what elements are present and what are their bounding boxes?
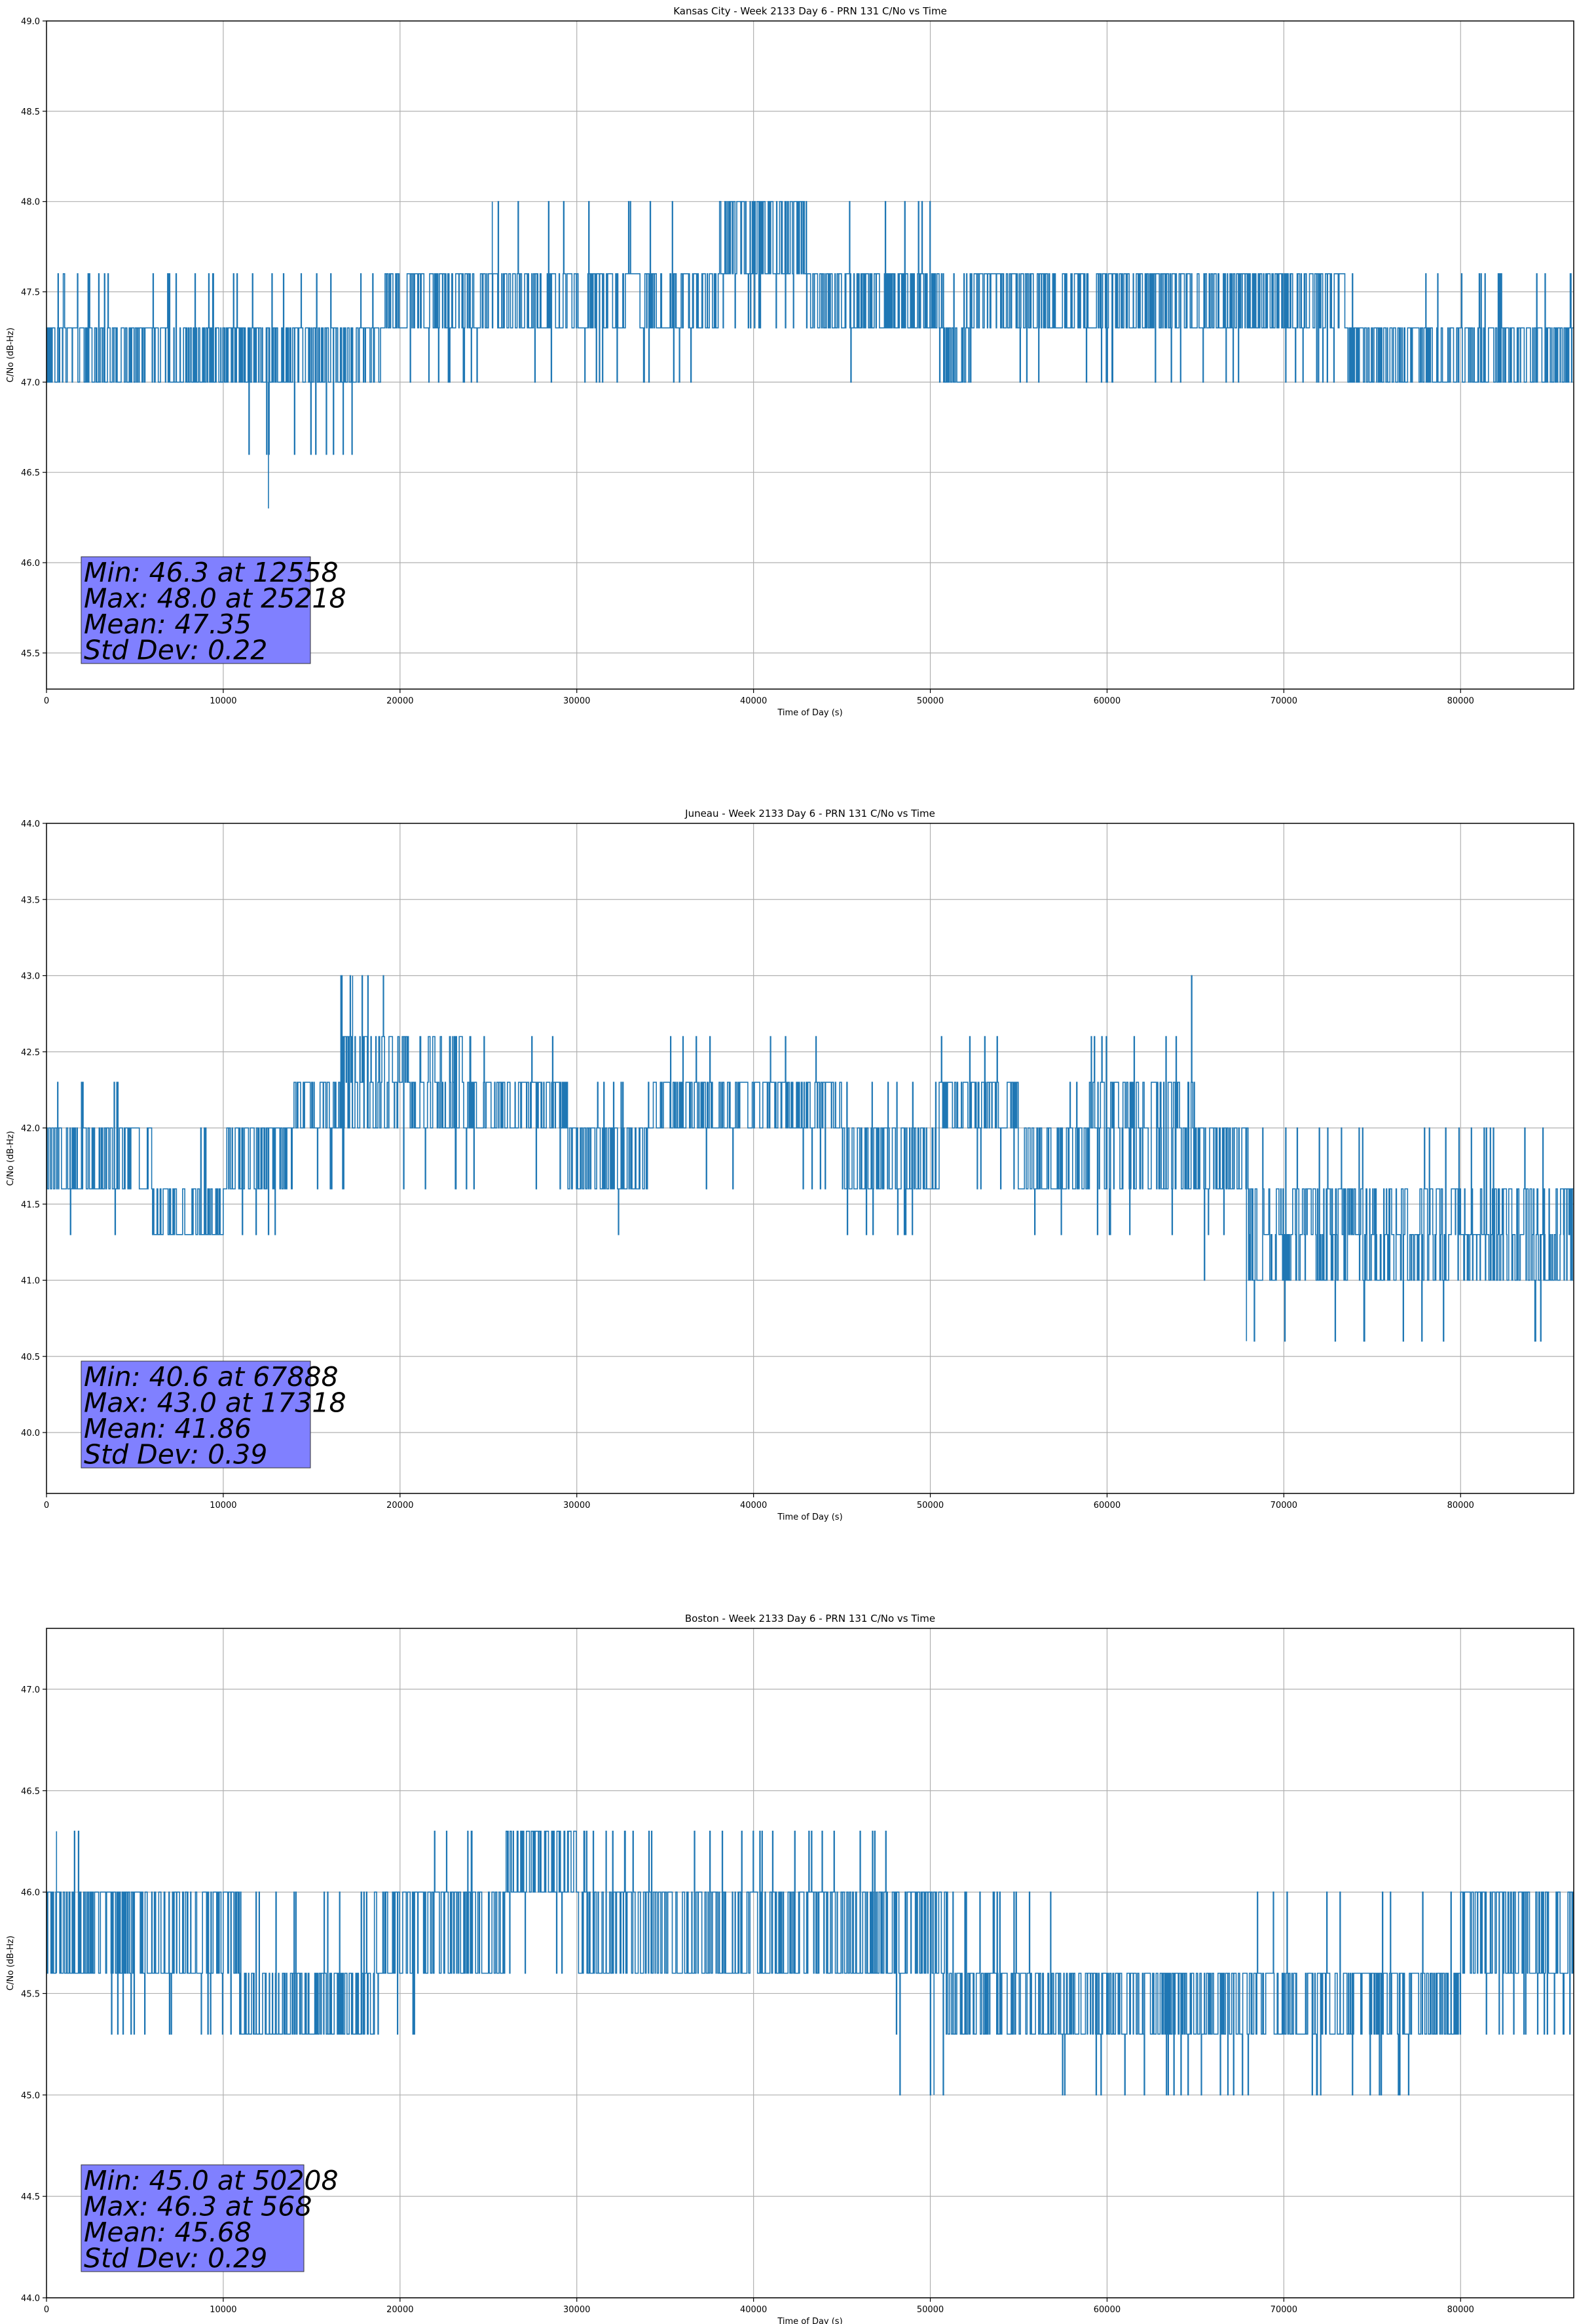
x-tick-label: 80000 bbox=[1447, 696, 1474, 706]
x-axis-label: Time of Day (s) bbox=[777, 2317, 842, 2324]
x-tick-label: 50000 bbox=[917, 1501, 944, 1510]
x-tick-label: 60000 bbox=[1094, 696, 1121, 706]
x-tick-label: 40000 bbox=[740, 1501, 767, 1510]
chart-title: Boston - Week 2133 Day 6 - PRN 131 C/No … bbox=[685, 1613, 935, 1624]
stats-line: Max: 43.0 at 17318 bbox=[84, 1387, 346, 1419]
x-axis-label: Time of Day (s) bbox=[777, 1512, 842, 1522]
y-tick-label: 43.5 bbox=[21, 895, 40, 905]
stats-line: Max: 46.3 at 568 bbox=[84, 2191, 312, 2222]
y-tick-label: 47.0 bbox=[21, 1685, 40, 1695]
y-tick-label: 46.5 bbox=[21, 468, 40, 478]
y-tick-label: 41.0 bbox=[21, 1277, 40, 1286]
axes-frame bbox=[46, 20, 1574, 690]
y-tick-label: 48.5 bbox=[21, 107, 40, 117]
y-tick-label: 44.0 bbox=[21, 2294, 40, 2304]
chart-panel-2: 0 10000 20000 30000 40000 50000 60000 70000 8000… bbox=[6, 808, 1574, 1522]
y-tick-label: 42.0 bbox=[21, 1124, 40, 1134]
x-tick-label: 50000 bbox=[917, 696, 944, 706]
y-tick-label: 43.0 bbox=[21, 972, 40, 982]
y-tick-label: 47.0 bbox=[21, 378, 40, 388]
y-tick-label: 45.0 bbox=[21, 2091, 40, 2101]
x-tick-label: 30000 bbox=[563, 696, 590, 706]
x-tick-label: 30000 bbox=[563, 1501, 590, 1510]
y-tick-label: 46.5 bbox=[21, 1787, 40, 1797]
chart-title: Kansas City - Week 2133 Day 6 - PRN 131 … bbox=[673, 5, 947, 17]
y-tick-label: 40.0 bbox=[21, 1429, 40, 1438]
stats-box-background bbox=[81, 556, 311, 664]
stats-line: Min: 40.6 at 67888 bbox=[84, 1361, 339, 1393]
chart-title: Juneau - Week 2133 Day 6 - PRN 131 C/No … bbox=[684, 808, 935, 819]
y-tick-label: 47.5 bbox=[21, 288, 40, 298]
x-tick-label: 80000 bbox=[1447, 1501, 1474, 1510]
y-tick-label: 49.0 bbox=[21, 17, 40, 27]
axes-frame bbox=[46, 1628, 1574, 2298]
y-axis-label: C/No (dB-Hz) bbox=[6, 1131, 16, 1186]
y-tick-label: 48.0 bbox=[21, 198, 40, 208]
stats-line: Min: 46.3 at 12558 bbox=[84, 557, 339, 588]
y-tick-label: 44.5 bbox=[21, 2192, 40, 2202]
x-tick-label: 20000 bbox=[386, 2305, 413, 2315]
x-tick-label: 0 bbox=[44, 696, 49, 706]
x-tick-label: 60000 bbox=[1094, 1501, 1121, 1510]
x-tick-label: 60000 bbox=[1094, 2305, 1121, 2315]
x-tick-label: 70000 bbox=[1271, 696, 1297, 706]
axes-frame bbox=[46, 823, 1574, 1494]
y-tick-label: 40.5 bbox=[21, 1353, 40, 1362]
x-tick-label: 70000 bbox=[1271, 2305, 1297, 2315]
stats-line: Std Dev: 0.22 bbox=[84, 635, 267, 666]
chart-panel-3: 0 10000 20000 30000 40000 50000 60000 70000 8000… bbox=[6, 1613, 1574, 2324]
x-tick-label: 70000 bbox=[1271, 1501, 1297, 1510]
x-tick-label: 40000 bbox=[740, 2305, 767, 2315]
x-tick-label: 0 bbox=[44, 1501, 49, 1510]
stats-line: Std Dev: 0.29 bbox=[84, 2243, 267, 2274]
y-axis-label: C/No (dB-Hz) bbox=[6, 328, 16, 383]
x-tick-label: 20000 bbox=[386, 696, 413, 706]
stats-line: Mean: 47.35 bbox=[84, 609, 251, 640]
x-tick-label: 40000 bbox=[740, 696, 767, 706]
stats-box-background bbox=[81, 1360, 311, 1469]
x-axis-label: Time of Day (s) bbox=[777, 708, 842, 718]
x-tick-label: 30000 bbox=[563, 2305, 590, 2315]
y-tick-label: 46.0 bbox=[21, 559, 40, 569]
y-tick-label: 41.5 bbox=[21, 1200, 40, 1210]
y-tick-label: 45.5 bbox=[21, 649, 40, 659]
stats-line: Max: 48.0 at 25218 bbox=[84, 583, 346, 614]
x-tick-label: 0 bbox=[44, 2305, 49, 2315]
x-tick-label: 10000 bbox=[210, 1501, 236, 1510]
y-tick-label: 45.5 bbox=[21, 1989, 40, 1999]
y-tick-label: 44.0 bbox=[21, 819, 40, 829]
y-tick-label: 42.5 bbox=[21, 1048, 40, 1058]
x-tick-label: 10000 bbox=[210, 2305, 236, 2315]
cno-series-line bbox=[46, 200, 1574, 509]
stats-box-background bbox=[81, 2164, 305, 2272]
x-tick-label: 20000 bbox=[386, 1501, 413, 1510]
y-tick-label: 46.0 bbox=[21, 1888, 40, 1898]
stats-line: Std Dev: 0.39 bbox=[84, 1439, 267, 1471]
stats-line: Mean: 41.86 bbox=[84, 1413, 251, 1444]
y-axis-label: C/No (dB-Hz) bbox=[6, 1936, 16, 1991]
x-tick-label: 80000 bbox=[1447, 2305, 1474, 2315]
cno-series-line bbox=[46, 975, 1574, 1342]
x-tick-label: 50000 bbox=[917, 2305, 944, 2315]
stats-line: Mean: 45.68 bbox=[84, 2217, 251, 2248]
cno-series-line bbox=[46, 1830, 1574, 2096]
x-tick-label: 10000 bbox=[210, 696, 236, 706]
chart-panel-1: 0 10000 20000 30000 40000 50000 60000 70000 8000… bbox=[6, 5, 1574, 718]
stats-line: Min: 45.0 at 50208 bbox=[84, 2165, 339, 2196]
